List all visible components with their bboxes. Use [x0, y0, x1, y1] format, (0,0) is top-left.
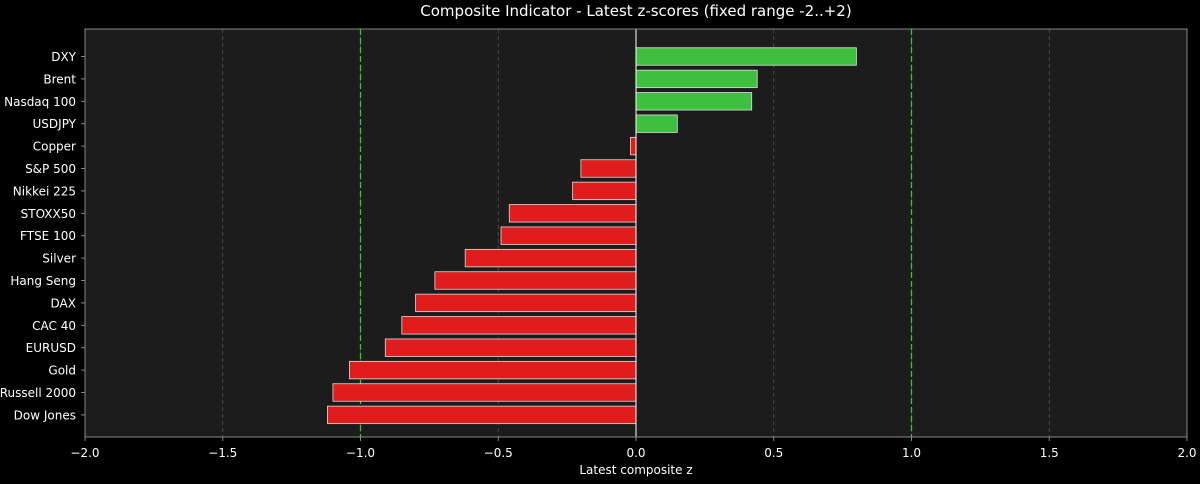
bar — [572, 181, 637, 201]
bar — [434, 271, 637, 290]
x-tick-label: −1.5 — [208, 446, 237, 460]
y-tick-label: CAC 40 — [32, 319, 76, 333]
x-tick-label: 1.5 — [1040, 446, 1059, 460]
bar — [349, 360, 637, 380]
y-tick-label: USDJPY — [33, 117, 77, 131]
x-tick-label: 0.0 — [626, 446, 645, 460]
y-tick-label: EURUSD — [26, 341, 76, 355]
x-axis-label: Latest composite z — [579, 463, 692, 477]
x-tick-label: 0.5 — [764, 446, 783, 460]
y-tick-label: DXY — [51, 50, 76, 64]
y-tick-label: Dow Jones — [14, 408, 76, 422]
bar — [635, 92, 753, 111]
bar — [630, 136, 637, 156]
bar — [415, 293, 637, 313]
y-tick-label: Copper — [33, 140, 76, 154]
bar — [635, 114, 678, 133]
y-tick-label: FTSE 100 — [20, 229, 76, 243]
bar — [500, 226, 637, 245]
bar — [327, 405, 637, 425]
y-tick-label: Silver — [42, 252, 76, 266]
bar — [332, 383, 637, 402]
y-tick-label: STOXX50 — [21, 207, 76, 221]
bar — [635, 69, 758, 89]
y-tick-label: Russell 2000 — [0, 386, 76, 400]
bar — [635, 47, 857, 66]
y-tick-label: Hang Seng — [10, 274, 76, 288]
bar — [580, 159, 637, 178]
y-tick-label: Gold — [48, 364, 76, 378]
y-tick-label: Nasdaq 100 — [4, 95, 76, 109]
x-tick-label: −0.5 — [484, 446, 513, 460]
y-tick-label: Nikkei 225 — [13, 184, 76, 198]
chart-title: Composite Indicator - Latest z-scores (f… — [420, 2, 851, 20]
y-tick-label: DAX — [51, 296, 76, 310]
x-tick-label: 1.0 — [902, 446, 921, 460]
x-tick-label: −1.0 — [346, 446, 375, 460]
x-tick-label: 2.0 — [1177, 446, 1196, 460]
bar — [384, 338, 637, 357]
bar — [401, 316, 637, 335]
bar — [464, 248, 637, 268]
bar — [508, 204, 637, 223]
x-tick-label: −2.0 — [70, 446, 99, 460]
y-tick-label: S&P 500 — [25, 162, 76, 176]
y-tick-label: Brent — [43, 72, 76, 86]
